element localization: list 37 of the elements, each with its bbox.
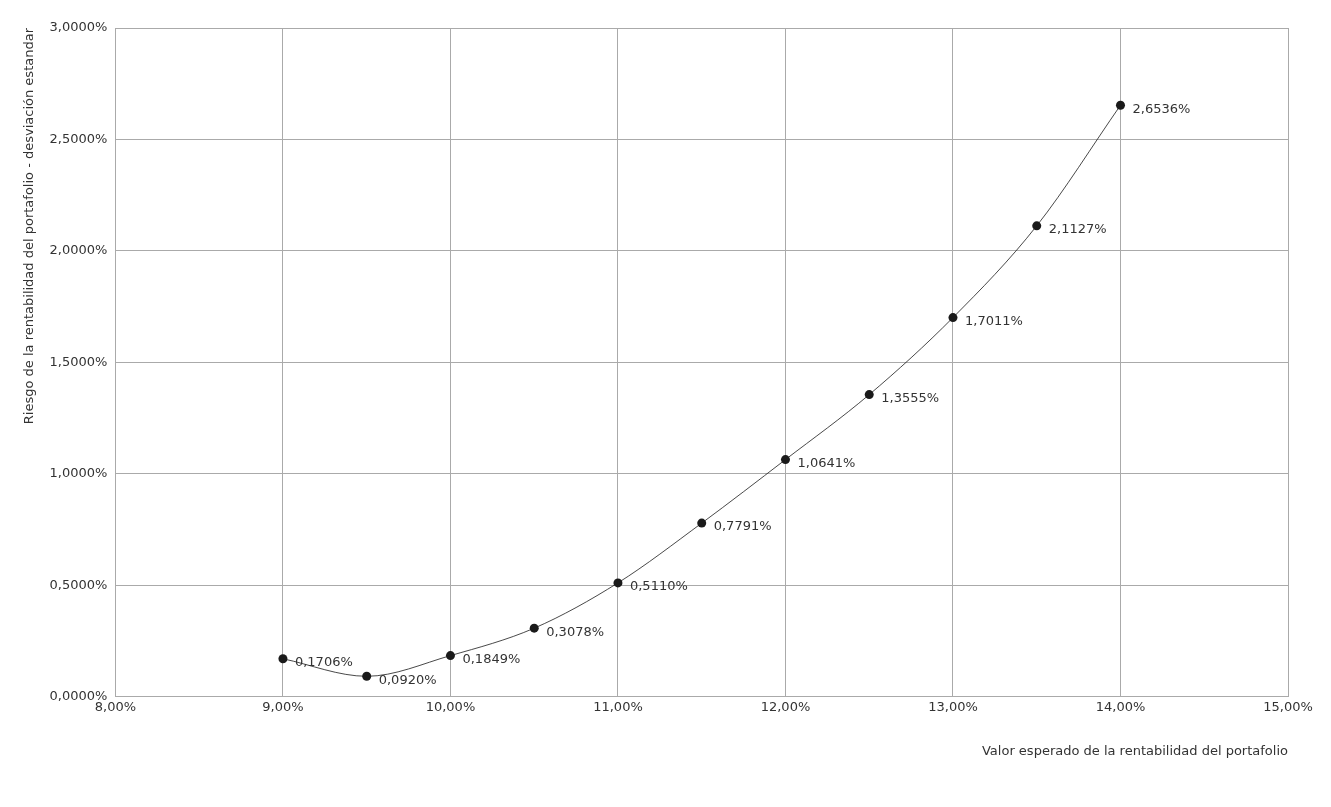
y-tick-label: 2,5000% bbox=[49, 130, 108, 146]
data-label: 0,1849% bbox=[462, 650, 521, 666]
y-tick-label: 3,0000% bbox=[49, 19, 108, 35]
x-tick-label: 13,00% bbox=[928, 698, 978, 714]
point bbox=[445, 651, 455, 661]
x-axis-title: Valor esperado de la rentabilidad del portafolio bbox=[981, 742, 1289, 758]
data-label: 1,0641% bbox=[797, 454, 856, 470]
y-axis-title: Riesgo de la rentabilidad del portafolio - desviación estandar bbox=[21, 27, 37, 425]
data-label: 1,7011% bbox=[964, 312, 1023, 328]
y-tick-label: 2,0000% bbox=[49, 242, 108, 258]
x-tick-label: 14,00% bbox=[1095, 698, 1146, 714]
point bbox=[278, 654, 288, 664]
data-label: 0,3078% bbox=[546, 623, 605, 639]
point bbox=[780, 455, 790, 465]
point bbox=[529, 623, 539, 633]
point bbox=[948, 313, 958, 323]
point bbox=[362, 671, 372, 681]
y-tick-label: 1,0000% bbox=[49, 465, 108, 481]
x-tick-label: 9,00% bbox=[262, 698, 304, 714]
data-label: 2,1127% bbox=[1048, 221, 1107, 237]
data-label: 0,1706% bbox=[294, 654, 353, 670]
data-label: 2,6536% bbox=[1132, 100, 1191, 116]
point bbox=[697, 518, 707, 528]
data-label: 0,5110% bbox=[629, 578, 688, 594]
data-label: 0,7791% bbox=[713, 518, 772, 534]
data-label: 0,0920% bbox=[378, 671, 437, 687]
y-tick-label: 1,5000% bbox=[49, 353, 108, 369]
x-tick-label: 10,00% bbox=[425, 698, 476, 714]
y-tick-label: 0,5000% bbox=[49, 576, 108, 592]
point bbox=[613, 578, 623, 588]
point bbox=[864, 390, 874, 400]
point bbox=[1115, 100, 1125, 110]
x-tick-label: 11,00% bbox=[593, 698, 643, 714]
point bbox=[1032, 221, 1042, 231]
data-label: 1,3555% bbox=[881, 389, 940, 405]
x-tick-label: 15,00% bbox=[1263, 698, 1313, 714]
x-tick-label: 12,00% bbox=[760, 698, 811, 714]
